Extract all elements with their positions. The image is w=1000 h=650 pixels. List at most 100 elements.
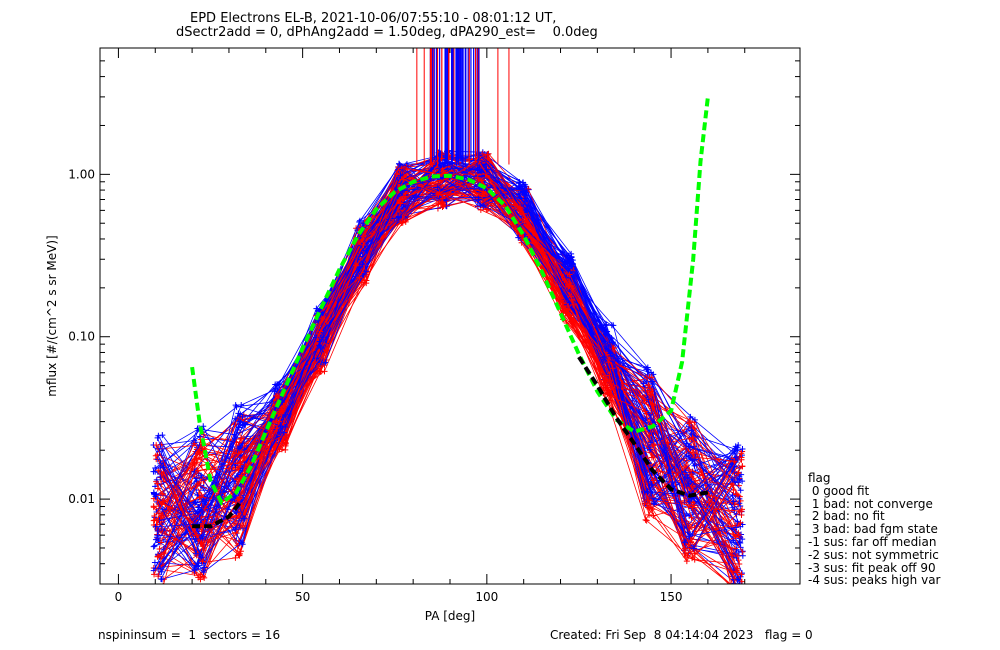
series-a-marker	[690, 545, 697, 552]
series-b-marker	[477, 206, 484, 213]
series-b-marker	[157, 551, 164, 558]
series-b-marker	[438, 191, 445, 198]
series-b-marker	[238, 435, 245, 442]
series-b-marker	[241, 470, 248, 477]
series-a-marker	[691, 456, 698, 463]
series-b-marker	[153, 442, 160, 449]
series-b-marker	[729, 587, 735, 593]
y-tick-label: 1.00	[68, 167, 95, 181]
series-a-marker	[241, 515, 248, 522]
series-b-marker	[153, 517, 160, 524]
x-axis-label: PA [deg]	[425, 609, 475, 623]
series-b-marker	[686, 418, 693, 425]
series-a-marker	[644, 366, 651, 373]
series-a-marker	[641, 489, 648, 496]
series-b-marker	[640, 395, 647, 402]
series-b-marker	[402, 218, 409, 225]
series-a-marker	[731, 506, 738, 513]
series-a-marker	[237, 411, 244, 418]
x-tick-label: 0	[115, 590, 123, 604]
series-a-marker	[687, 413, 694, 420]
series-a-marker	[282, 423, 289, 430]
series-b-marker	[282, 441, 289, 448]
series-b-marker	[567, 318, 574, 325]
series-a-marker	[159, 576, 166, 583]
series-a-marker	[649, 381, 656, 388]
series-b-marker	[735, 470, 742, 477]
series-b-marker	[158, 470, 165, 477]
series-a-marker	[480, 202, 487, 209]
series-a-marker	[686, 533, 693, 540]
legend-title: flag	[808, 471, 831, 485]
series-a-marker	[437, 152, 444, 159]
series-a-marker	[684, 474, 691, 481]
series-b-marker	[316, 331, 323, 338]
series-b-marker	[150, 503, 157, 510]
series-b-marker	[737, 519, 744, 526]
series-a-marker	[151, 559, 158, 566]
series-b-marker	[691, 480, 698, 487]
series-a-marker	[640, 380, 647, 387]
series-b-marker	[738, 571, 745, 578]
series-b-marker	[736, 560, 743, 567]
fit-curve-secondary	[192, 501, 242, 529]
series-b-marker	[155, 573, 162, 580]
footer-right: Created: Fri Sep 8 04:14:04 2023 flag = …	[550, 628, 813, 642]
series-b-marker	[484, 151, 491, 158]
series-b-marker	[609, 345, 616, 352]
series-a-marker	[737, 487, 744, 494]
series-a-marker	[603, 321, 610, 328]
series-a-marker	[643, 415, 650, 422]
series-a-marker	[520, 179, 527, 186]
series-b-marker	[356, 274, 363, 281]
series-b-marker	[360, 241, 367, 248]
series-b-marker	[644, 387, 651, 394]
legend-item: -1 sus: far off median	[808, 534, 937, 549]
series-b-marker	[198, 493, 205, 500]
series-b-marker	[732, 588, 738, 594]
series-a-marker	[683, 453, 690, 460]
legend-item: -2 sus: not symmetric	[808, 547, 939, 562]
series-a-marker	[738, 582, 740, 584]
chart-title-line2: dSectr2add = 0, dPhAng2add = 1.50deg, dP…	[176, 25, 598, 40]
series-b-marker	[734, 553, 741, 560]
series-b-marker	[731, 575, 738, 582]
legend-item: -4 sus: peaks high var	[808, 573, 941, 588]
series-b-marker	[199, 543, 206, 550]
series-a-marker	[739, 536, 746, 543]
series-a-marker	[736, 495, 743, 502]
series-b-marker	[199, 446, 206, 453]
series-a-marker	[193, 475, 200, 482]
series-b-marker	[688, 514, 695, 521]
series-b-marker	[154, 480, 161, 487]
series-a-marker	[606, 339, 613, 346]
series-a-marker	[232, 402, 239, 409]
flag-legend: flag 0 good fit 1 bad: not converge 2 ba…	[808, 472, 940, 587]
fit-layer	[190, 96, 710, 529]
series-a-marker	[739, 548, 746, 555]
series-b-marker	[439, 203, 446, 210]
chart-title-line1: EPD Electrons EL-B, 2021-10-06/07:55:10 …	[190, 11, 557, 26]
series-b-marker	[237, 548, 244, 555]
series-a-marker	[151, 491, 158, 498]
series-a-marker	[239, 541, 246, 548]
series-a-marker	[191, 566, 198, 573]
series-a-marker	[515, 191, 522, 198]
series-a-marker	[733, 524, 740, 531]
x-tick-label: 150	[660, 590, 683, 604]
series-b-marker	[316, 368, 323, 375]
series-a-marker	[196, 433, 203, 440]
series-b-marker	[688, 538, 695, 545]
series-b-marker	[682, 463, 689, 470]
series-b-marker	[739, 506, 746, 513]
y-axis-label: mflux [#/(cm^2 s sr MeV)]	[45, 235, 59, 396]
series-a-marker	[154, 532, 161, 539]
series-b-marker	[522, 215, 529, 222]
series-a-marker	[739, 445, 746, 452]
series-a-marker	[651, 500, 658, 507]
series-b-marker	[319, 315, 326, 322]
series-b-marker	[154, 497, 161, 504]
series-a-marker	[232, 526, 239, 533]
series-a-marker	[515, 234, 522, 241]
